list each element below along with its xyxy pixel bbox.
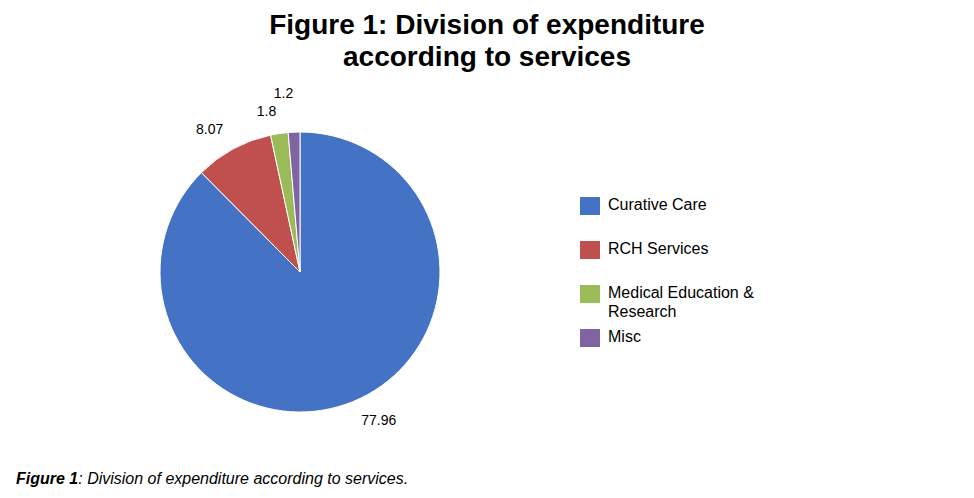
pie: 77.96 8.07 1.8 1.2: [160, 85, 440, 428]
legend-swatch: [580, 241, 600, 259]
data-label: 8.07: [196, 121, 223, 137]
legend-swatch: [580, 197, 600, 215]
legend-swatch: [580, 329, 600, 347]
title: Figure 1: Division of expenditureaccordi…: [269, 9, 705, 72]
pie-slice: [288, 132, 300, 272]
legend-label: Curative Care: [608, 196, 707, 213]
caption: Figure 1: Division of expenditure accord…: [16, 470, 408, 487]
data-labels: 77.96 8.07 1.8 1.2: [196, 85, 396, 428]
pie-slice: [271, 133, 300, 272]
legend-label: RCH Services: [608, 240, 708, 257]
legend-swatch: [580, 285, 600, 303]
caption-part: Figure 1: [16, 470, 78, 487]
legend: Curative Care RCH Services Medical Educati…: [580, 196, 754, 347]
pie-slice: [160, 132, 440, 412]
legend-label: Medical Education &Research: [608, 284, 754, 320]
data-label: 77.96: [361, 412, 396, 428]
caption-part: : Division of expenditure according to s…: [78, 470, 408, 487]
chart: Figure 1: Division of expenditureaccordi…: [0, 0, 974, 498]
data-label: 1.2: [274, 85, 294, 101]
data-label: 1.8: [257, 103, 277, 119]
legend-label: Misc: [608, 328, 641, 345]
